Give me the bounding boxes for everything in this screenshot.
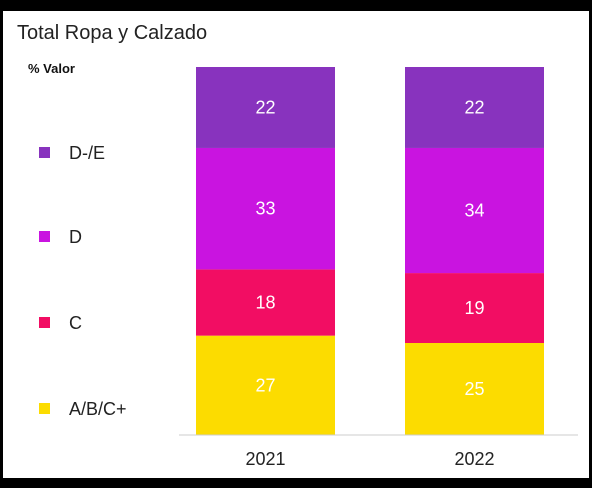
data-label: 27: [255, 375, 275, 395]
data-label: 22: [464, 97, 484, 117]
data-label: 25: [464, 379, 484, 399]
chart-subtitle: % Valor: [28, 61, 75, 76]
data-label: 34: [464, 201, 484, 221]
bar-segment-a-b-c--2021: [196, 335, 335, 435]
legend-label: C: [69, 313, 82, 333]
bar-segment-d-e-2021: [196, 67, 335, 148]
x-tick-label: 2021: [245, 449, 285, 469]
bar-segment-d-2022: [405, 147, 544, 274]
legend-swatch-c: [39, 317, 50, 328]
bar-segment-c-2021: [196, 269, 335, 336]
legend-label: A/B/C+: [69, 399, 127, 419]
data-label: 18: [255, 293, 275, 313]
legend-swatch-a-b-c-: [39, 403, 50, 414]
data-label: 33: [255, 199, 275, 219]
x-tick-label: 2022: [454, 449, 494, 469]
stacked-bar-chart: 27 18 33 22 2021 25 19 34 22 2022 A/B/C+ C D D-/E: [39, 67, 578, 469]
bar-segment-d-2021: [196, 147, 335, 270]
chart-title: Total Ropa y Calzado: [17, 22, 208, 44]
data-label: 22: [255, 97, 275, 117]
legend-swatch-d: [39, 231, 50, 242]
legend-swatch-d-e: [39, 147, 50, 158]
chart-frame: Total Ropa y Calzado % Valor 27 18 33 22 202…: [3, 11, 589, 478]
bar-segment-d-e-2022: [405, 67, 544, 148]
data-label: 19: [464, 298, 484, 318]
legend-label: D-/E: [69, 143, 105, 163]
legend-label: D: [69, 227, 82, 247]
bar-segment-c-2022: [405, 273, 544, 343]
bar-segment-a-b-c--2022: [405, 343, 544, 435]
